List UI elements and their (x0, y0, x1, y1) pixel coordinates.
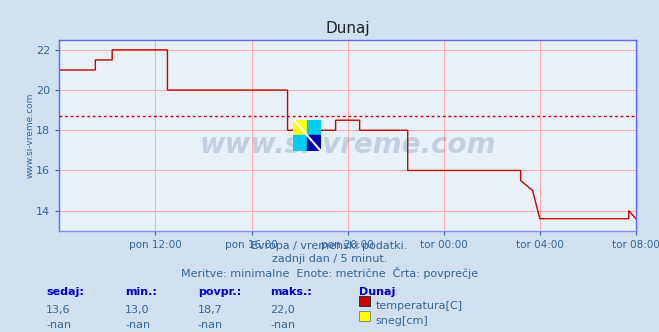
Text: 13,6: 13,6 (46, 305, 71, 315)
Text: 18,7: 18,7 (198, 305, 223, 315)
Bar (293, 120, 307, 135)
Text: sneg[cm]: sneg[cm] (376, 316, 428, 326)
Text: zadnji dan / 5 minut.: zadnji dan / 5 minut. (272, 254, 387, 264)
Text: -nan: -nan (198, 320, 223, 330)
Bar (293, 135, 307, 151)
Text: Dunaj: Dunaj (359, 287, 395, 297)
Text: Meritve: minimalne  Enote: metrične  Črta: povprečje: Meritve: minimalne Enote: metrične Črta:… (181, 267, 478, 279)
Bar (307, 120, 321, 135)
Text: Evropa / vremenski podatki.: Evropa / vremenski podatki. (251, 241, 408, 251)
Text: temperatura[C]: temperatura[C] (376, 301, 463, 311)
Text: -nan: -nan (270, 320, 295, 330)
Text: -nan: -nan (125, 320, 150, 330)
Bar (307, 135, 321, 151)
Title: Dunaj: Dunaj (326, 21, 370, 36)
Text: 22,0: 22,0 (270, 305, 295, 315)
Text: povpr.:: povpr.: (198, 287, 241, 297)
Text: 13,0: 13,0 (125, 305, 150, 315)
Text: www.si-vreme.com: www.si-vreme.com (200, 131, 496, 159)
Text: sedaj:: sedaj: (46, 287, 84, 297)
Text: -nan: -nan (46, 320, 71, 330)
Text: maks.:: maks.: (270, 287, 312, 297)
Text: min.:: min.: (125, 287, 157, 297)
Y-axis label: www.si-vreme.com: www.si-vreme.com (26, 93, 35, 178)
